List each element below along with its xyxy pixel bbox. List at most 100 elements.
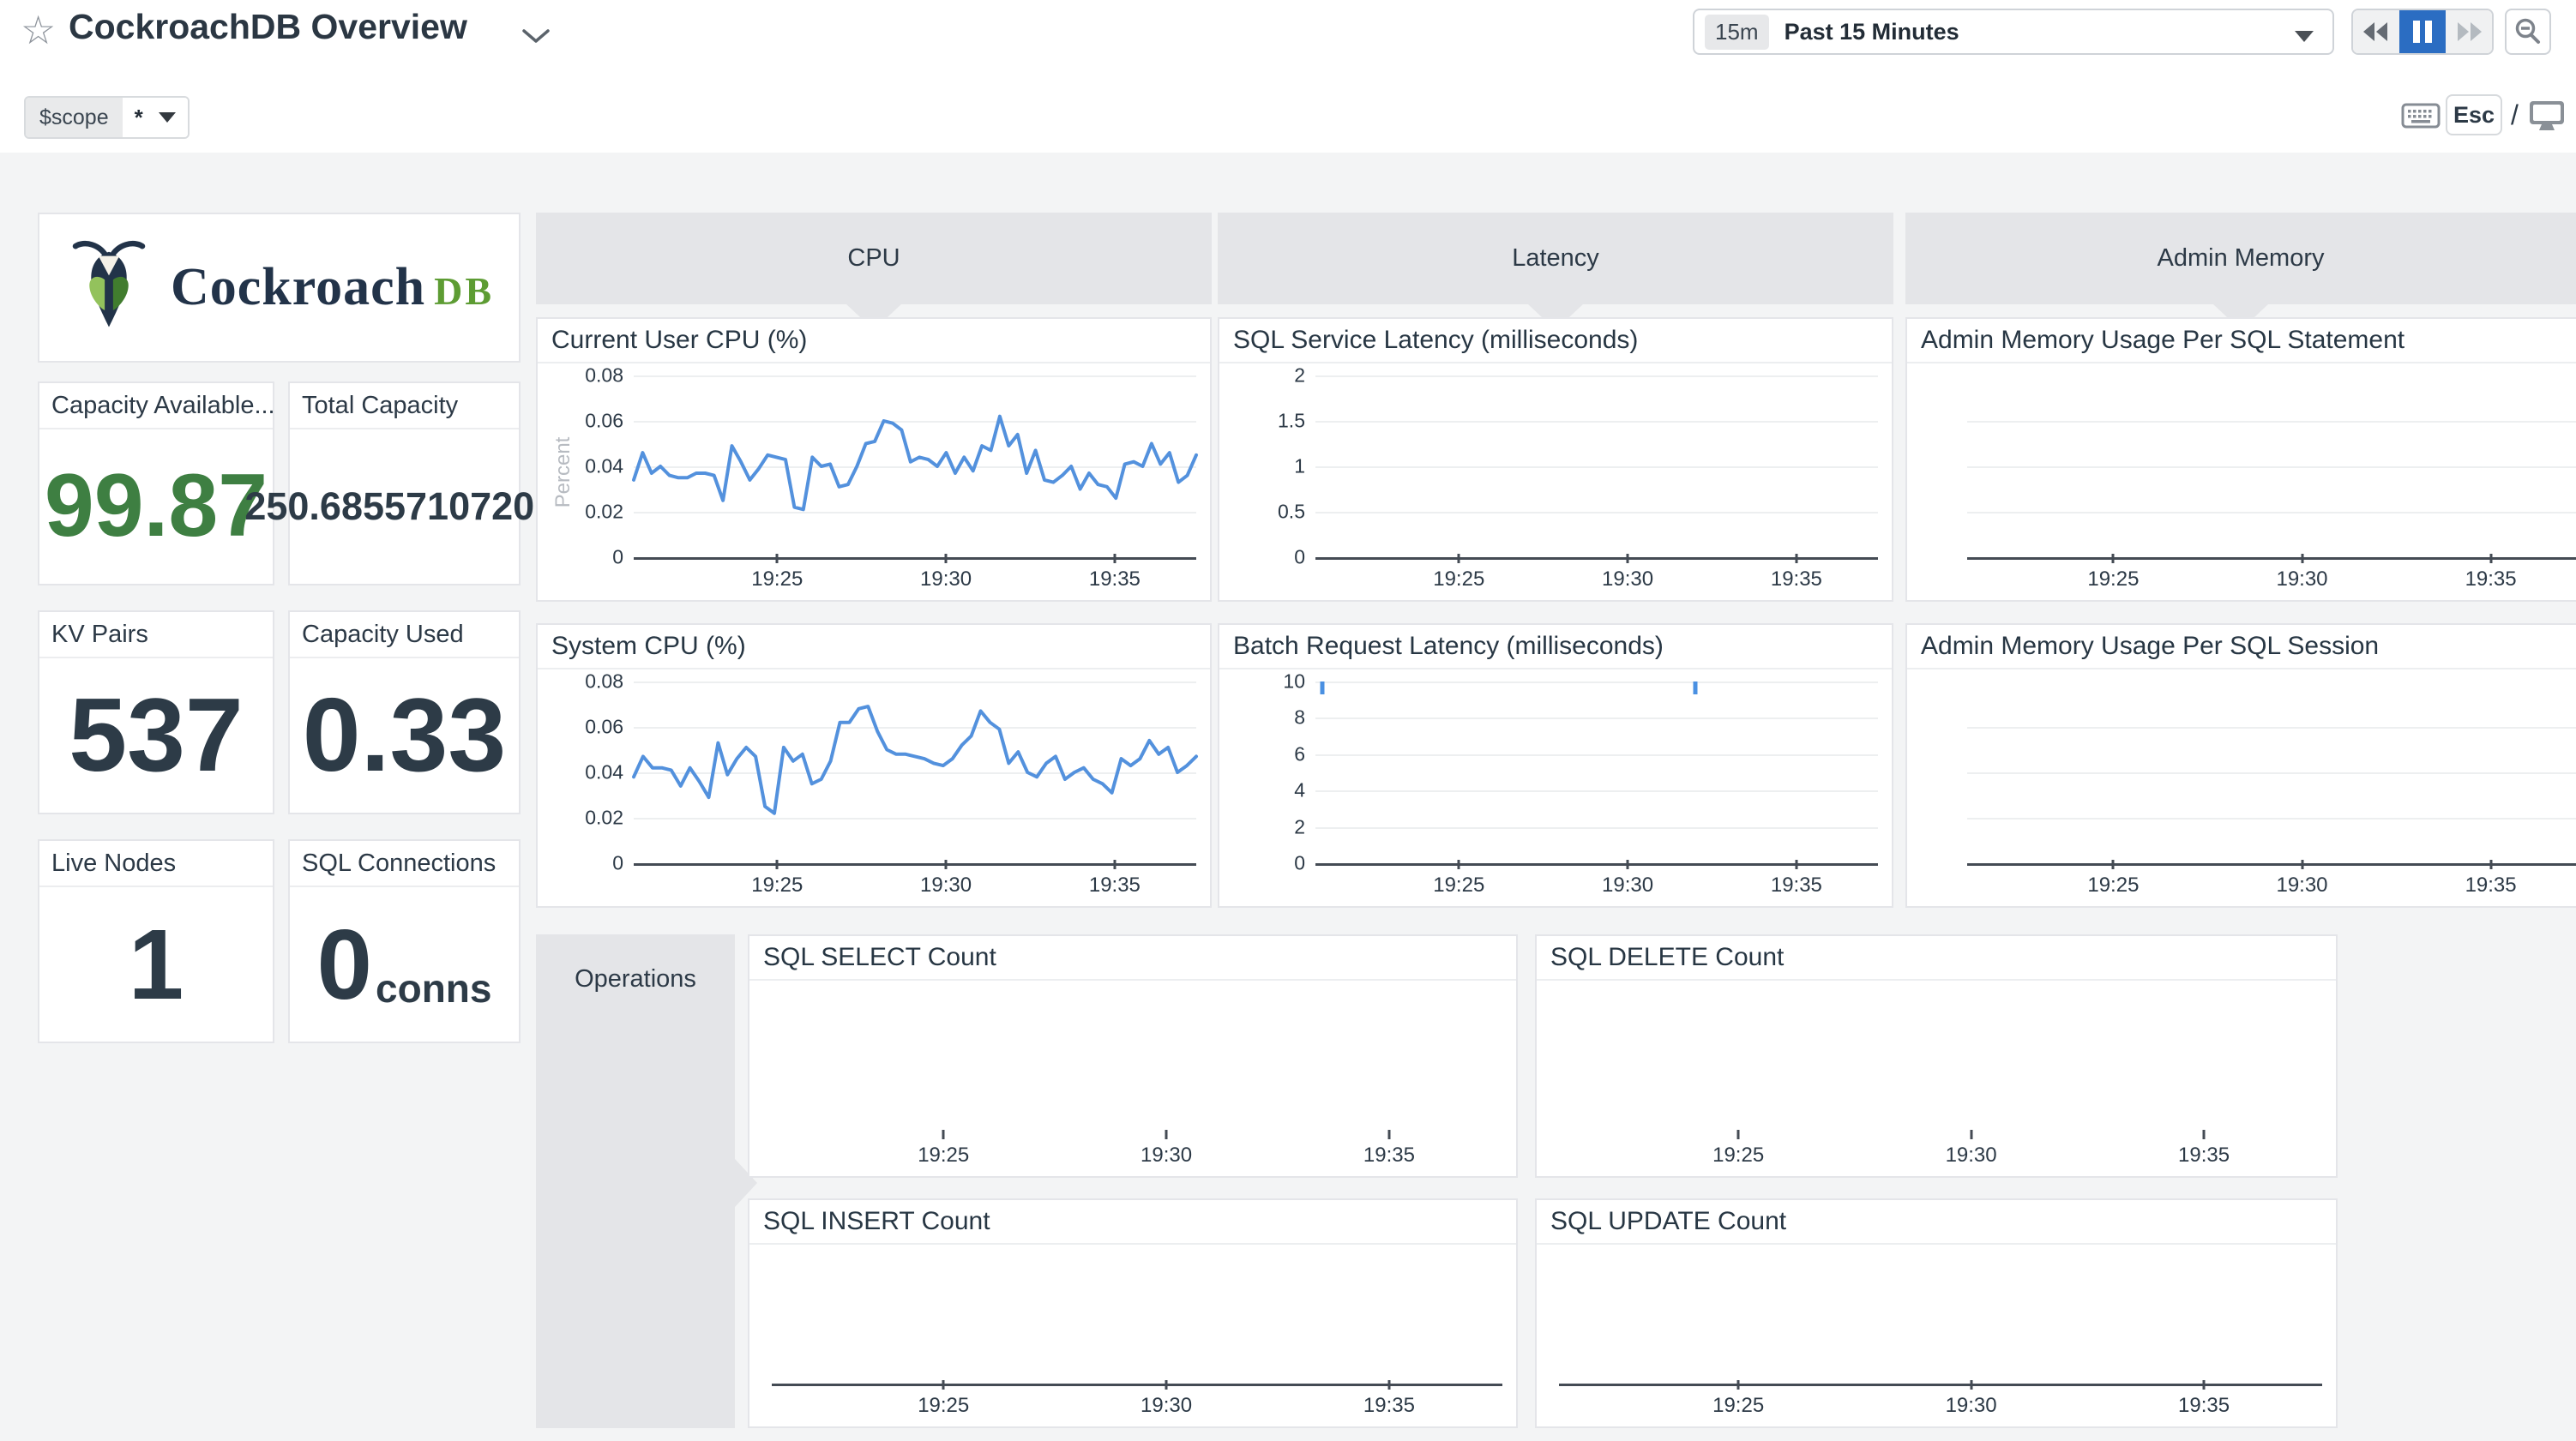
line-series (632, 705, 1198, 815)
chart-sql-service-latency[interactable]: SQL Service Latency (milliseconds) 0 0.5 1… (1218, 317, 1893, 602)
stat-title: Live Nodes (39, 841, 273, 887)
x-tick-label: 19:25 (1433, 567, 1485, 591)
group-header-cpu[interactable]: CPU (536, 213, 1212, 330)
chart-admin-memory-per-sql-session[interactable]: Admin Memory Usage Per SQL Session 19:25… (1905, 623, 2576, 908)
x-axis-line (1315, 863, 1878, 866)
x-tick-label: 19:30 (2276, 874, 2328, 897)
gridline (634, 512, 1196, 513)
gridline (1315, 466, 1878, 468)
chart-plot-area[interactable]: 19:25 19:30 19:35 (749, 1245, 1516, 1426)
group-header-admin-memory[interactable]: Admin Memory (1905, 213, 2576, 330)
x-tick-mark (1626, 554, 1629, 563)
time-range-label: Past 15 Minutes (1784, 18, 1959, 45)
x-tick-mark (1113, 554, 1116, 563)
x-tick-label: 19:35 (1088, 874, 1141, 897)
chart-system-cpu[interactable]: System CPU (%) 0 0.02 0.04 0.06 0.08 19:25 19:… (536, 623, 1212, 908)
chart-title: Admin Memory Usage Per SQL Statement (1907, 319, 2576, 363)
x-tick-mark (775, 860, 779, 869)
x-tick-label: 19:30 (1141, 1144, 1193, 1167)
chart-plot-area[interactable]: 19:25 19:30 19:35 (1907, 669, 2576, 906)
x-tick-mark (1387, 1130, 1391, 1139)
chart-title: SQL UPDATE Count (1537, 1200, 2336, 1245)
data-mark (1320, 681, 1325, 694)
x-axis-line (1315, 557, 1878, 560)
x-tick-label: 19:25 (2087, 567, 2140, 591)
x-axis-line (772, 1384, 1502, 1386)
chart-plot-area[interactable]: 19:25 19:30 19:35 (1907, 363, 2576, 600)
chart-current-user-cpu[interactable]: Current User CPU (%) 0 0.02 0.04 0.06 0.08 19… (536, 317, 1212, 602)
pause-button[interactable] (2399, 10, 2446, 53)
x-tick-mark (2489, 860, 2493, 869)
y-tick-label: 0.06 (585, 715, 623, 738)
chart-sql-insert-count[interactable]: SQL INSERT Count 19:25 19:30 19:35 (748, 1198, 1518, 1428)
chart-plot-area[interactable]: 0 0.02 0.04 0.06 0.08 19:25 19:30 19:35 (538, 669, 1210, 906)
gridline (1967, 421, 2576, 423)
x-tick-label: 19:25 (751, 874, 803, 897)
x-tick-mark (1970, 1130, 1973, 1139)
x-tick-label: 19:25 (2087, 874, 2140, 897)
y-tick-label: 0.04 (585, 760, 623, 784)
chart-plot-area[interactable]: 0 2 4 6 8 10 19:25 19:30 19:35 (1219, 669, 1892, 906)
gridline (1315, 717, 1878, 720)
chart-plot-area[interactable]: 19:25 19:30 19:35 (1537, 1245, 2336, 1426)
favorite-star-icon[interactable]: ☆ (21, 8, 57, 52)
chart-sql-update-count[interactable]: SQL UPDATE Count 19:25 19:30 19:35 (1535, 1198, 2338, 1428)
data-mark (1693, 681, 1698, 694)
rewind-button[interactable] (2353, 10, 2399, 53)
pause-icon (2413, 21, 2432, 43)
time-range-caret-icon (2295, 31, 2314, 42)
x-tick-mark (2489, 554, 2493, 563)
title-dropdown-chevron-icon[interactable] (521, 27, 551, 51)
gridline (1315, 681, 1878, 683)
gridline (634, 772, 1196, 774)
group-header-latency[interactable]: Latency (1218, 213, 1893, 330)
template-variable-scope[interactable]: $scope * (24, 96, 190, 139)
time-range-badge: 15m (1705, 14, 1769, 50)
tv-mode-icon[interactable] (2528, 99, 2566, 136)
chart-plot-area[interactable]: 0 0.02 0.04 0.06 0.08 19:25 19:30 19:35 Percent (538, 363, 1210, 600)
chart-batch-request-latency[interactable]: Batch Request Latency (milliseconds) 0 2 4… (1218, 623, 1893, 908)
gridline (1315, 754, 1878, 756)
x-tick-label: 19:25 (918, 1394, 970, 1417)
x-tick-mark (1113, 860, 1116, 869)
x-tick-mark (1795, 554, 1798, 563)
stat-value: 1 (128, 908, 184, 1020)
x-tick-label: 19:35 (1088, 567, 1141, 591)
stat-title: Capacity Available... (39, 383, 273, 429)
gridline (634, 681, 1196, 683)
x-tick-label: 19:30 (1945, 1394, 1997, 1417)
x-tick-mark (1165, 1380, 1168, 1390)
scope-value-text: * (134, 104, 143, 130)
stat-title: Capacity Used (290, 612, 519, 658)
stat-title: SQL Connections (290, 841, 519, 887)
stat-value: 0 conns (316, 908, 492, 1020)
x-tick-label: 19:35 (1363, 1394, 1415, 1417)
x-tick-mark (1795, 860, 1798, 869)
chart-sql-delete-count[interactable]: SQL DELETE Count 19:25 19:30 19:35 (1535, 934, 2338, 1178)
x-tick-mark (944, 860, 948, 869)
gridline (634, 421, 1196, 423)
group-header-operations[interactable]: Operations (536, 934, 757, 1428)
gridline (634, 727, 1196, 729)
zoom-out-button[interactable] (2505, 9, 2551, 55)
x-tick-label: 19:30 (1602, 874, 1654, 897)
chart-sql-select-count[interactable]: SQL SELECT Count 19:25 19:30 19:35 (748, 934, 1518, 1178)
forward-button[interactable] (2446, 10, 2492, 53)
x-tick-label: 19:30 (1945, 1144, 1997, 1167)
stat-value: 0.33 (302, 676, 507, 794)
gridline (634, 375, 1196, 377)
chart-plot-area[interactable]: 19:25 19:30 19:35 (1537, 981, 2336, 1176)
x-tick-mark (2301, 554, 2303, 563)
chart-plot-area[interactable]: 0 0.5 1 1.5 2 19:25 19:30 19:35 (1219, 363, 1892, 600)
keyboard-shortcuts-icon[interactable] (2401, 101, 2441, 135)
x-tick-mark (2111, 554, 2115, 563)
forward-icon (2458, 22, 2482, 41)
stat-title: Total Capacity (290, 383, 519, 429)
chart-plot-area[interactable]: 19:25 19:30 19:35 (749, 981, 1516, 1176)
stat-title: KV Pairs (39, 612, 273, 658)
chart-admin-memory-per-sql-statement[interactable]: Admin Memory Usage Per SQL Statement 19:… (1905, 317, 2576, 602)
x-tick-label: 19:30 (920, 874, 972, 897)
stat-value: 99.87 (44, 456, 268, 556)
time-range-selector[interactable]: 15m Past 15 Minutes (1693, 9, 2334, 55)
